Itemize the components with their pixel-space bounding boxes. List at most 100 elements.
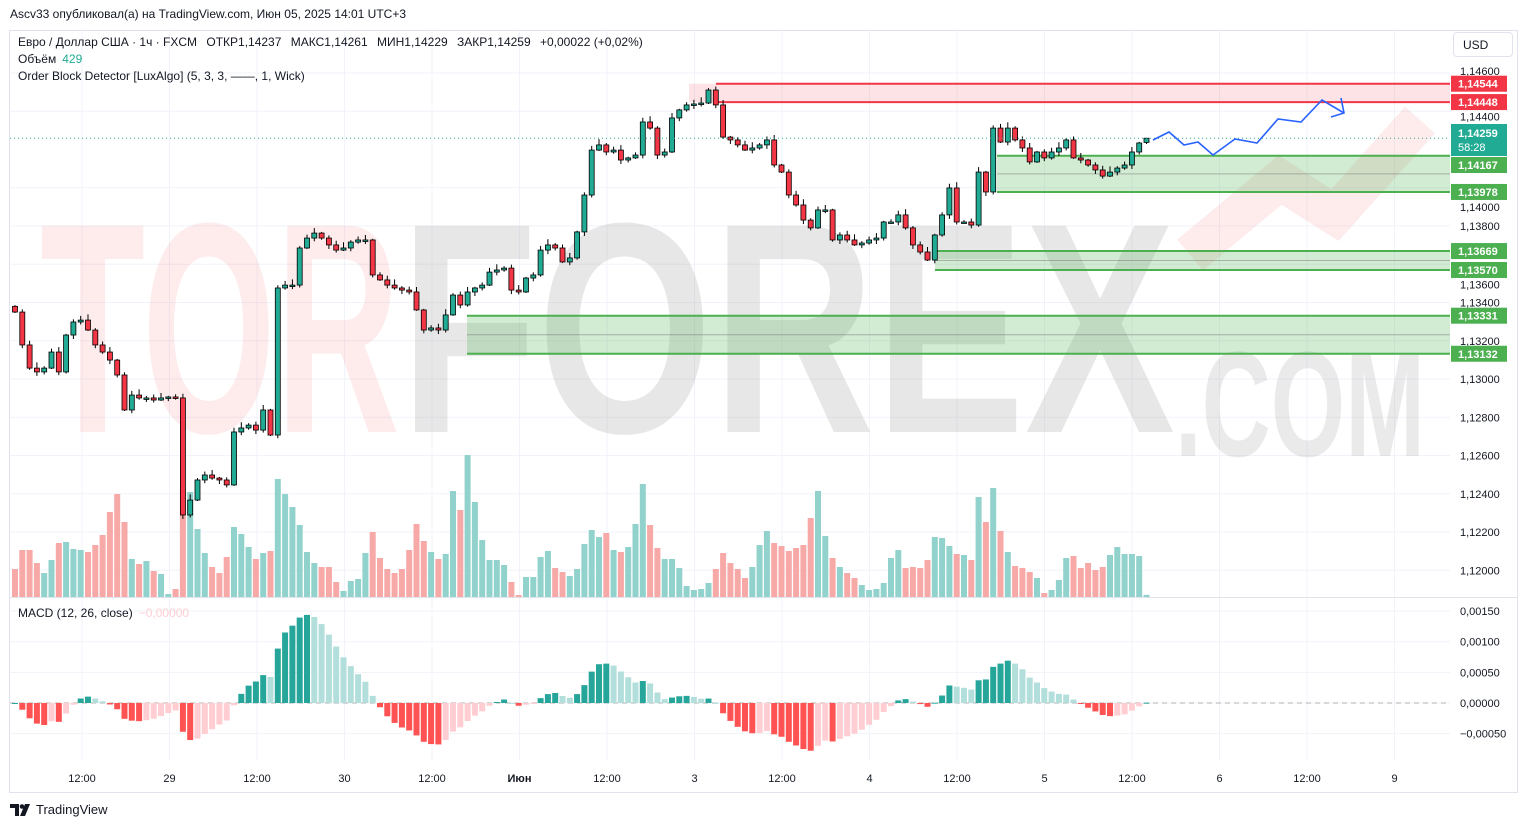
volume-bar: [800, 545, 807, 597]
candle-down: [559, 247, 566, 263]
volume-bar: [252, 559, 259, 597]
candle-down: [179, 397, 186, 516]
volume-bar: [771, 543, 778, 597]
volume-bar: [961, 555, 967, 597]
candle-up: [1048, 151, 1055, 159]
candle-up: [296, 247, 303, 286]
volume-legend[interactable]: Объём 429: [18, 52, 88, 66]
candle-up: [939, 214, 945, 236]
volume-bar: [77, 550, 84, 597]
macd-bar: [968, 689, 975, 703]
candle-up: [238, 427, 245, 433]
volume-bar: [902, 568, 909, 597]
macd-bar: [267, 676, 274, 703]
macd-bar: [625, 677, 632, 703]
macd-bar: [1085, 703, 1092, 708]
candle-down: [121, 374, 128, 411]
macd-bar: [398, 703, 405, 728]
macd-bar: [1019, 669, 1026, 703]
macd-bar: [1099, 703, 1106, 715]
candle-down: [318, 232, 325, 239]
ohlc-open: ОТКР1,14237: [206, 35, 282, 49]
volume-bar: [1114, 547, 1121, 597]
volume-bar: [1092, 570, 1099, 597]
candle-up: [158, 397, 164, 401]
candle-up: [201, 474, 208, 481]
macd-bar: [1048, 691, 1055, 703]
projection-drawing[interactable]: [1152, 97, 1345, 157]
ohlc-low: МИН1,14229: [377, 35, 448, 49]
candle-up: [990, 127, 997, 193]
price-tick-label: 1,14600: [1460, 66, 1500, 78]
candle-up: [77, 319, 84, 323]
macd-bar: [231, 703, 237, 706]
volume-bar: [815, 491, 821, 597]
projection-line: [1152, 98, 1345, 157]
volume-bar: [683, 586, 690, 597]
candle-up: [1121, 164, 1128, 169]
macd-bar: [975, 680, 982, 703]
candle-down: [398, 287, 405, 291]
macd-bar: [961, 687, 967, 703]
price-tick-label: 1,13200: [1460, 336, 1500, 348]
macd-bar: [216, 703, 223, 725]
macd-legend[interactable]: MACD (12, 26, close) −0,00000: [18, 606, 195, 620]
zone-label-box: [1451, 243, 1507, 260]
macd-bar: [150, 703, 157, 719]
macd-bar: [165, 703, 172, 714]
volume-bar: [844, 573, 851, 597]
price-tick-label: 1,14000: [1460, 202, 1500, 214]
candle-up: [1004, 127, 1011, 143]
volume-bar: [413, 524, 420, 597]
indicator-legend[interactable]: Order Block Detector [LuxAlgo] (5, 3, 3,…: [18, 69, 311, 83]
volume-bar: [398, 569, 405, 597]
candle-down: [391, 284, 398, 289]
macd-tick-label: 0,00100: [1460, 637, 1500, 649]
macd-bar: [464, 703, 471, 722]
candle-down: [34, 367, 40, 373]
macd-bar: [377, 703, 383, 708]
price-tick-label: 1,13600: [1460, 279, 1500, 291]
candle-down: [252, 424, 259, 431]
currency-button[interactable]: USD: [1453, 32, 1513, 57]
candle-down: [771, 139, 778, 166]
time-tick-label: 12:00: [768, 773, 796, 785]
volume-value: 429: [62, 52, 83, 66]
zone-label-box: [1451, 183, 1507, 200]
tradingview-logo[interactable]: TradingView: [10, 802, 108, 817]
macd-bar: [41, 703, 48, 725]
macd-bar: [471, 703, 478, 716]
price-tick-label: 1,14400: [1460, 111, 1500, 123]
candle-down: [793, 194, 799, 206]
zone-label-box: [1451, 157, 1507, 173]
price-tick-label: 1,12000: [1460, 565, 1500, 577]
volume-bar: [1143, 594, 1150, 597]
candle-up: [588, 149, 595, 196]
ohlc-high: МАКС1,14261: [290, 35, 368, 49]
candle-down: [618, 149, 624, 161]
candle-down: [19, 311, 26, 346]
time-tick-label: 4: [866, 773, 872, 785]
macd-axis: 0,00150 0,00100 0,00050 0,00000 −0,00050: [1460, 606, 1506, 741]
macd-bar: [997, 663, 1004, 703]
candle-up: [450, 294, 456, 316]
time-tick-label: 12:00: [593, 773, 621, 785]
candle-up: [691, 103, 697, 106]
volume-bar: [647, 525, 654, 597]
watermark-tor: TOR: [40, 160, 400, 496]
symbol-name[interactable]: Евро / Доллар США · 1ч · FXCM: [18, 35, 198, 49]
volume-bar: [493, 560, 500, 597]
candle-up: [1034, 151, 1040, 163]
macd-bar: [1012, 663, 1019, 703]
volume-bar: [610, 550, 617, 597]
candle-up: [340, 247, 347, 251]
macd-bar: [311, 616, 318, 703]
volume-bar: [1070, 556, 1077, 597]
candle-up: [566, 257, 573, 263]
candle-down: [851, 239, 858, 246]
volume-bar: [588, 530, 595, 597]
macd-bar: [1136, 703, 1143, 707]
volume-bar: [150, 571, 157, 597]
macd-bar: [369, 695, 376, 703]
